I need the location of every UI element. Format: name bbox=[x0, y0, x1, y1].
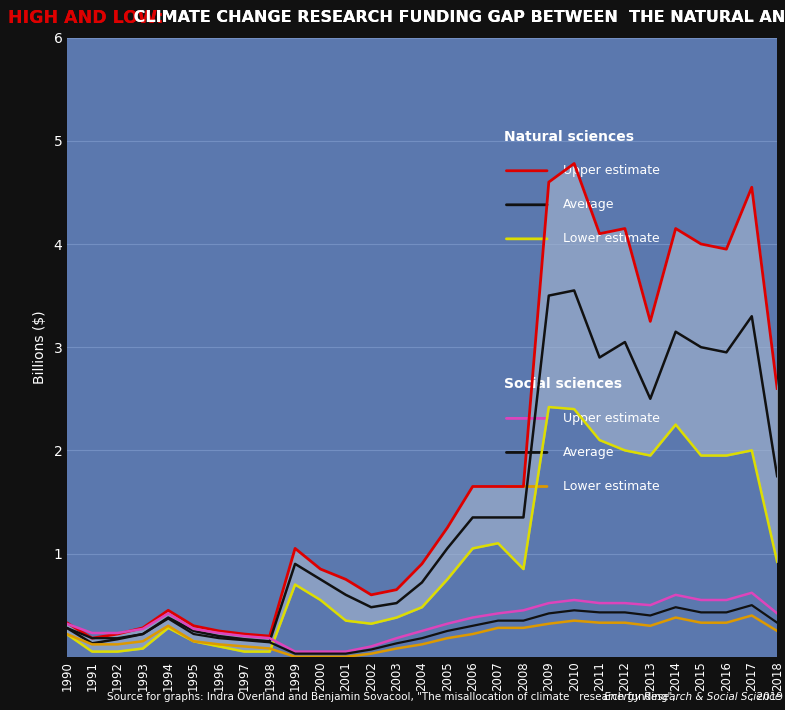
Text: Lower estimate: Lower estimate bbox=[563, 232, 659, 246]
Text: Average: Average bbox=[563, 198, 614, 212]
Text: Social sciences: Social sciences bbox=[504, 377, 622, 391]
Text: Source for graphs: Indra Overland and Benjamin Sovacool, "The misallocation of c: Source for graphs: Indra Overland and Be… bbox=[107, 692, 678, 702]
Text: , 2019: , 2019 bbox=[750, 692, 783, 702]
Text: Average: Average bbox=[563, 446, 614, 459]
Text: HIGH AND LOW:: HIGH AND LOW: bbox=[8, 9, 163, 27]
Text: Energy Research & Social Science: Energy Research & Social Science bbox=[604, 692, 782, 702]
Text: Upper estimate: Upper estimate bbox=[563, 412, 659, 425]
Text: CLIMATE CHANGE RESEARCH FUNDING GAP BETWEEN  THE NATURAL AND SOCIAL SCIENCES: CLIMATE CHANGE RESEARCH FUNDING GAP BETW… bbox=[128, 10, 785, 26]
Text: Natural sciences: Natural sciences bbox=[504, 130, 633, 143]
Text: Lower estimate: Lower estimate bbox=[563, 480, 659, 493]
Y-axis label: Billions ($): Billions ($) bbox=[33, 310, 47, 384]
Text: Upper estimate: Upper estimate bbox=[563, 164, 659, 178]
Text: CLIMATE CHANGE RESEARCH FUNDING GAP BETWEEN  THE NATURAL AND SOCIAL SCIENCES: CLIMATE CHANGE RESEARCH FUNDING GAP BETW… bbox=[128, 10, 785, 26]
Text: HIGH AND LOW:: HIGH AND LOW: bbox=[8, 9, 163, 27]
